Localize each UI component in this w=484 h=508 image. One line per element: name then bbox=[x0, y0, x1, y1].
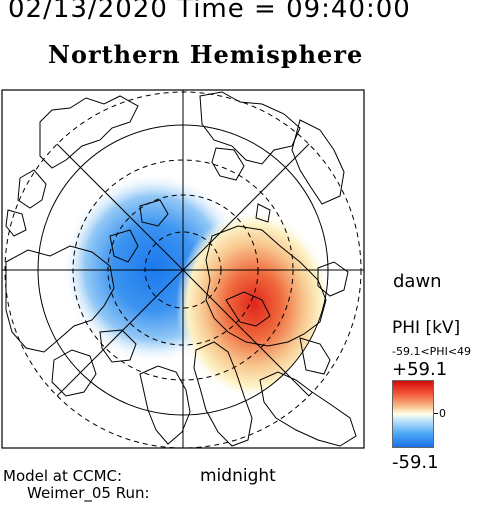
credit-line-1: Model at CCMC: bbox=[3, 467, 123, 485]
date-time-heading: 02/13/2020 Time = 09:40:00 bbox=[8, 0, 411, 24]
credit-line-2: Weimer_05 Run: bbox=[27, 484, 150, 502]
colorbar-max-label: +59.1 bbox=[392, 359, 448, 380]
colorbar-title: PHI [kV] bbox=[392, 318, 461, 338]
potential-field bbox=[62, 172, 328, 400]
colorbar-zero-label: 0 bbox=[439, 407, 446, 420]
coastlines bbox=[5, 91, 357, 447]
polar-potential-map bbox=[1, 89, 365, 449]
midnight-label: midnight bbox=[200, 466, 276, 486]
meridian-lines bbox=[2, 90, 364, 448]
colorbar-min-label: -59.1 bbox=[392, 452, 439, 473]
colorbar-range-text: -59.1<PHI<49 bbox=[392, 345, 472, 358]
positive-potential-cell bbox=[176, 210, 328, 400]
dawn-label: dawn bbox=[393, 271, 442, 292]
plot-title: Northern Hemisphere bbox=[48, 40, 364, 69]
colorbar-zero-tick bbox=[434, 413, 438, 414]
colorbar bbox=[392, 380, 434, 448]
